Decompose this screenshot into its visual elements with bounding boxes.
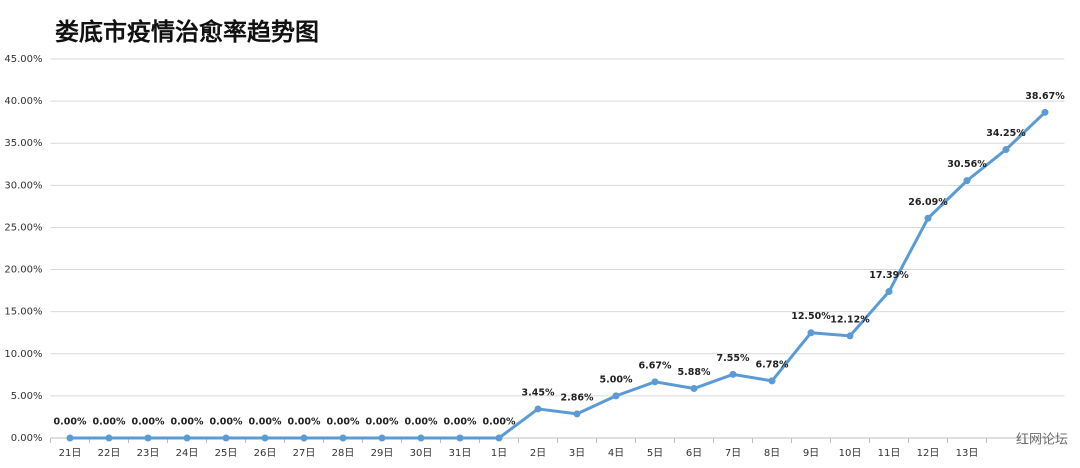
value-label: 34.25%	[986, 128, 1026, 139]
x-tick-label: 7日	[725, 448, 741, 459]
x-tick-label: 21日	[59, 448, 82, 459]
x-tick-label: 27日	[293, 448, 316, 459]
value-label: 26.09%	[908, 197, 948, 208]
x-tick-label: 25日	[215, 448, 238, 459]
value-label: 0.00%	[132, 417, 165, 428]
point	[339, 434, 347, 442]
y-tick-label: 5.00%	[11, 391, 43, 402]
value-label: 0.00%	[171, 417, 204, 428]
x-tick-label: 9日	[803, 448, 819, 459]
value-label: 0.00%	[444, 417, 477, 428]
x-tick-label: 10日	[839, 448, 862, 459]
point	[183, 434, 191, 442]
y-tick-label: 20.00%	[4, 265, 42, 276]
value-label: 0.00%	[54, 417, 87, 428]
x-tick-label: 4日	[608, 448, 624, 459]
y-tick-label: 40.00%	[4, 96, 42, 107]
x-tick-label: 12日	[917, 448, 940, 459]
point	[573, 410, 581, 418]
x-tick-label: 11日	[878, 448, 901, 459]
y-tick-label: 35.00%	[4, 138, 42, 149]
point	[846, 332, 854, 340]
value-label: 3.45%	[522, 387, 555, 398]
y-tick-label: 15.00%	[4, 307, 42, 318]
point	[417, 434, 425, 442]
x-tick-label: 6日	[686, 448, 702, 459]
value-label: 30.56%	[947, 159, 987, 170]
point	[66, 434, 74, 442]
x-tick-label: 5日	[647, 448, 663, 459]
line	[70, 111, 1047, 440]
x-tick-label: 23日	[137, 448, 160, 459]
point	[963, 177, 971, 185]
x-tick-label: 30日	[410, 448, 433, 459]
point	[105, 434, 113, 442]
watermark: 红网论坛	[1016, 432, 1068, 448]
x-tick-label: 31日	[449, 448, 472, 459]
chart-title: 娄底市疫情治愈率趋势图	[55, 18, 319, 46]
value-label: 0.00%	[366, 417, 399, 428]
x-tick-label: 3日	[569, 448, 585, 459]
point	[612, 392, 620, 400]
x-tick-label: 29日	[371, 448, 394, 459]
y-tick-label: 0.00%	[11, 433, 43, 444]
point	[456, 434, 464, 442]
value-label: 6.67%	[639, 360, 672, 371]
value-label: 0.00%	[483, 417, 516, 428]
x-tick-label: 26日	[254, 448, 277, 459]
value-label: 17.39%	[869, 270, 909, 281]
value-label: 0.00%	[288, 417, 321, 428]
y-tick-label: 45.00%	[4, 54, 42, 65]
point	[651, 378, 659, 386]
x-tick-label: 1日	[491, 448, 507, 459]
point	[378, 434, 386, 442]
x-tick-label: 13日	[956, 448, 979, 459]
x-tick-label: 28日	[332, 448, 355, 459]
value-label: 12.50%	[791, 311, 831, 322]
value-label: 2.86%	[561, 392, 594, 403]
point	[768, 377, 776, 385]
value-label: 7.55%	[717, 353, 750, 364]
point	[807, 329, 815, 337]
value-label: 0.00%	[249, 417, 282, 428]
x-tick-label: 8日	[764, 448, 780, 459]
y-tick-label: 30.00%	[4, 180, 42, 191]
value-label: 6.78%	[756, 359, 789, 370]
point	[885, 288, 893, 296]
point	[729, 370, 737, 378]
point	[144, 434, 152, 442]
point	[1041, 108, 1049, 116]
value-label: 5.88%	[678, 367, 711, 378]
y-tick-label: 25.00%	[4, 222, 42, 233]
point	[690, 384, 698, 392]
value-label: 0.00%	[210, 417, 243, 428]
point	[495, 434, 503, 442]
point	[222, 434, 230, 442]
point	[534, 405, 542, 413]
point	[924, 214, 932, 222]
x-tick-label: 2日	[530, 448, 546, 459]
value-label: 0.00%	[327, 417, 360, 428]
value-label: 0.00%	[405, 417, 438, 428]
point	[1002, 146, 1010, 154]
y-tick-label: 10.00%	[4, 349, 42, 360]
x-tick-label: 24日	[176, 448, 199, 459]
point	[261, 434, 269, 442]
point	[300, 434, 308, 442]
value-label: 5.00%	[600, 374, 633, 385]
value-label: 38.67%	[1025, 91, 1065, 102]
value-label: 0.00%	[93, 417, 126, 428]
x-tick-label: 22日	[98, 448, 121, 459]
value-label: 12.12%	[830, 314, 870, 325]
